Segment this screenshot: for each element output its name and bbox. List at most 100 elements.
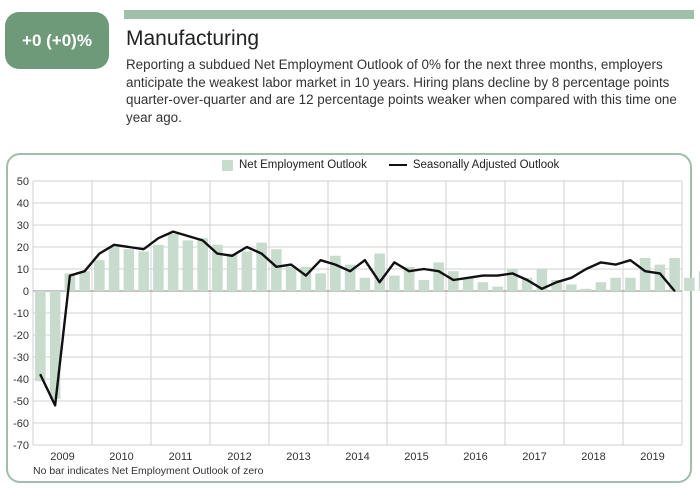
line-point — [481, 274, 484, 277]
line-point — [39, 373, 42, 376]
outlook-bar — [94, 260, 105, 291]
outlook-bar — [35, 291, 46, 382]
header-rule — [124, 10, 694, 19]
y-tick-label: -60 — [13, 418, 29, 430]
y-tick-label: -10 — [13, 308, 29, 320]
x-tick-label: 2018 — [581, 451, 605, 463]
y-tick-label: -30 — [13, 352, 29, 364]
line-point — [231, 254, 234, 257]
y-tick-label: 0 — [23, 286, 29, 298]
y-tick-label: 20 — [17, 242, 29, 254]
outlook-bar — [625, 277, 636, 291]
chart-footnote: No bar indicates Net Employment Outlook … — [33, 465, 264, 477]
outlook-bar — [271, 249, 282, 291]
outlook-bar — [389, 275, 400, 291]
outlook-bar — [374, 253, 385, 291]
x-tick-label: 2013 — [286, 451, 310, 463]
line-point — [304, 274, 307, 277]
line-point — [673, 290, 676, 292]
outlook-bar — [433, 262, 444, 291]
y-tick-label: 30 — [17, 220, 29, 232]
line-point — [526, 279, 529, 281]
line-point — [599, 261, 602, 264]
line-point — [98, 252, 101, 255]
line-point — [555, 281, 558, 284]
x-tick-label: 2009 — [50, 451, 74, 463]
outlook-bar — [521, 277, 533, 291]
outlook-bar — [551, 280, 562, 291]
line-point — [393, 261, 396, 264]
outlook-bar — [580, 288, 592, 291]
line-point — [201, 239, 204, 242]
line-point — [629, 259, 632, 262]
outlook-bar — [359, 277, 371, 291]
chart-frame — [6, 153, 692, 483]
outlook-bar — [639, 258, 651, 291]
line-point — [570, 276, 573, 279]
legend-bar-label: Net Employment Outlook — [239, 159, 367, 171]
line-point — [334, 263, 337, 266]
y-tick-label: 40 — [17, 198, 29, 210]
y-tick-label: -50 — [13, 396, 29, 408]
line-point — [275, 265, 278, 268]
line-point — [363, 259, 366, 262]
line-point — [408, 270, 411, 273]
line-point — [496, 274, 499, 277]
outlook-bar — [536, 269, 548, 291]
line-point — [186, 235, 189, 237]
outlook-bar — [256, 242, 267, 291]
line-point — [54, 404, 57, 407]
outlook-bar — [507, 269, 518, 291]
line-point — [614, 263, 617, 266]
line-point — [511, 272, 514, 275]
outlook-bar — [654, 264, 666, 291]
line-point — [540, 287, 543, 290]
outlook-bar — [138, 251, 149, 291]
x-tick-label: 2011 — [169, 451, 193, 463]
x-tick-label: 2019 — [640, 451, 664, 463]
outlook-bar — [684, 277, 695, 291]
outlook-bar — [477, 282, 489, 291]
x-tick-label: 2010 — [109, 451, 133, 463]
line-point — [172, 230, 175, 233]
line-point — [422, 268, 425, 270]
x-tick-label: 2015 — [404, 451, 428, 463]
x-tick-label: 2017 — [522, 451, 546, 463]
legend-line-swatch — [388, 164, 407, 166]
outlook-bar — [197, 238, 208, 291]
outlook-bar — [241, 251, 253, 291]
line-point — [142, 248, 145, 251]
outlook-bar — [153, 244, 164, 291]
line-point — [68, 274, 71, 277]
outlook-bar — [418, 280, 430, 291]
outlook-bar — [49, 291, 61, 399]
outlook-bar — [167, 233, 179, 291]
line-point — [319, 259, 322, 262]
y-tick-label: -40 — [13, 374, 29, 386]
line-point — [83, 270, 86, 273]
outlook-bar — [595, 282, 607, 291]
line-point — [216, 252, 219, 255]
outlook-bar — [182, 240, 194, 291]
outlook-bar — [123, 249, 135, 291]
line-point — [437, 270, 440, 273]
outlook-bar — [300, 266, 312, 291]
outlook-bar — [79, 271, 90, 291]
chart-legend: Net Employment Outlook Seasonally Adjust… — [222, 159, 559, 171]
outlook-bar — [403, 266, 415, 291]
outlook-bar — [330, 255, 341, 291]
line-point — [585, 268, 588, 270]
outlook-badge: +0 (+0)% — [5, 12, 109, 69]
y-tick-label: -20 — [13, 330, 29, 342]
outlook-bar — [315, 273, 326, 291]
line-point — [127, 246, 130, 248]
outlook-bar — [462, 277, 474, 291]
outlook-bar — [344, 264, 356, 291]
x-tick-label: 2014 — [345, 451, 369, 463]
page-title: Manufacturing — [126, 27, 260, 50]
legend-line-label: Seasonally Adjusted Outlook — [412, 159, 560, 171]
y-tick-label: 10 — [17, 264, 29, 276]
line-point — [260, 252, 263, 255]
description-text: Reporting a subdued Net Employment Outlo… — [126, 57, 677, 125]
